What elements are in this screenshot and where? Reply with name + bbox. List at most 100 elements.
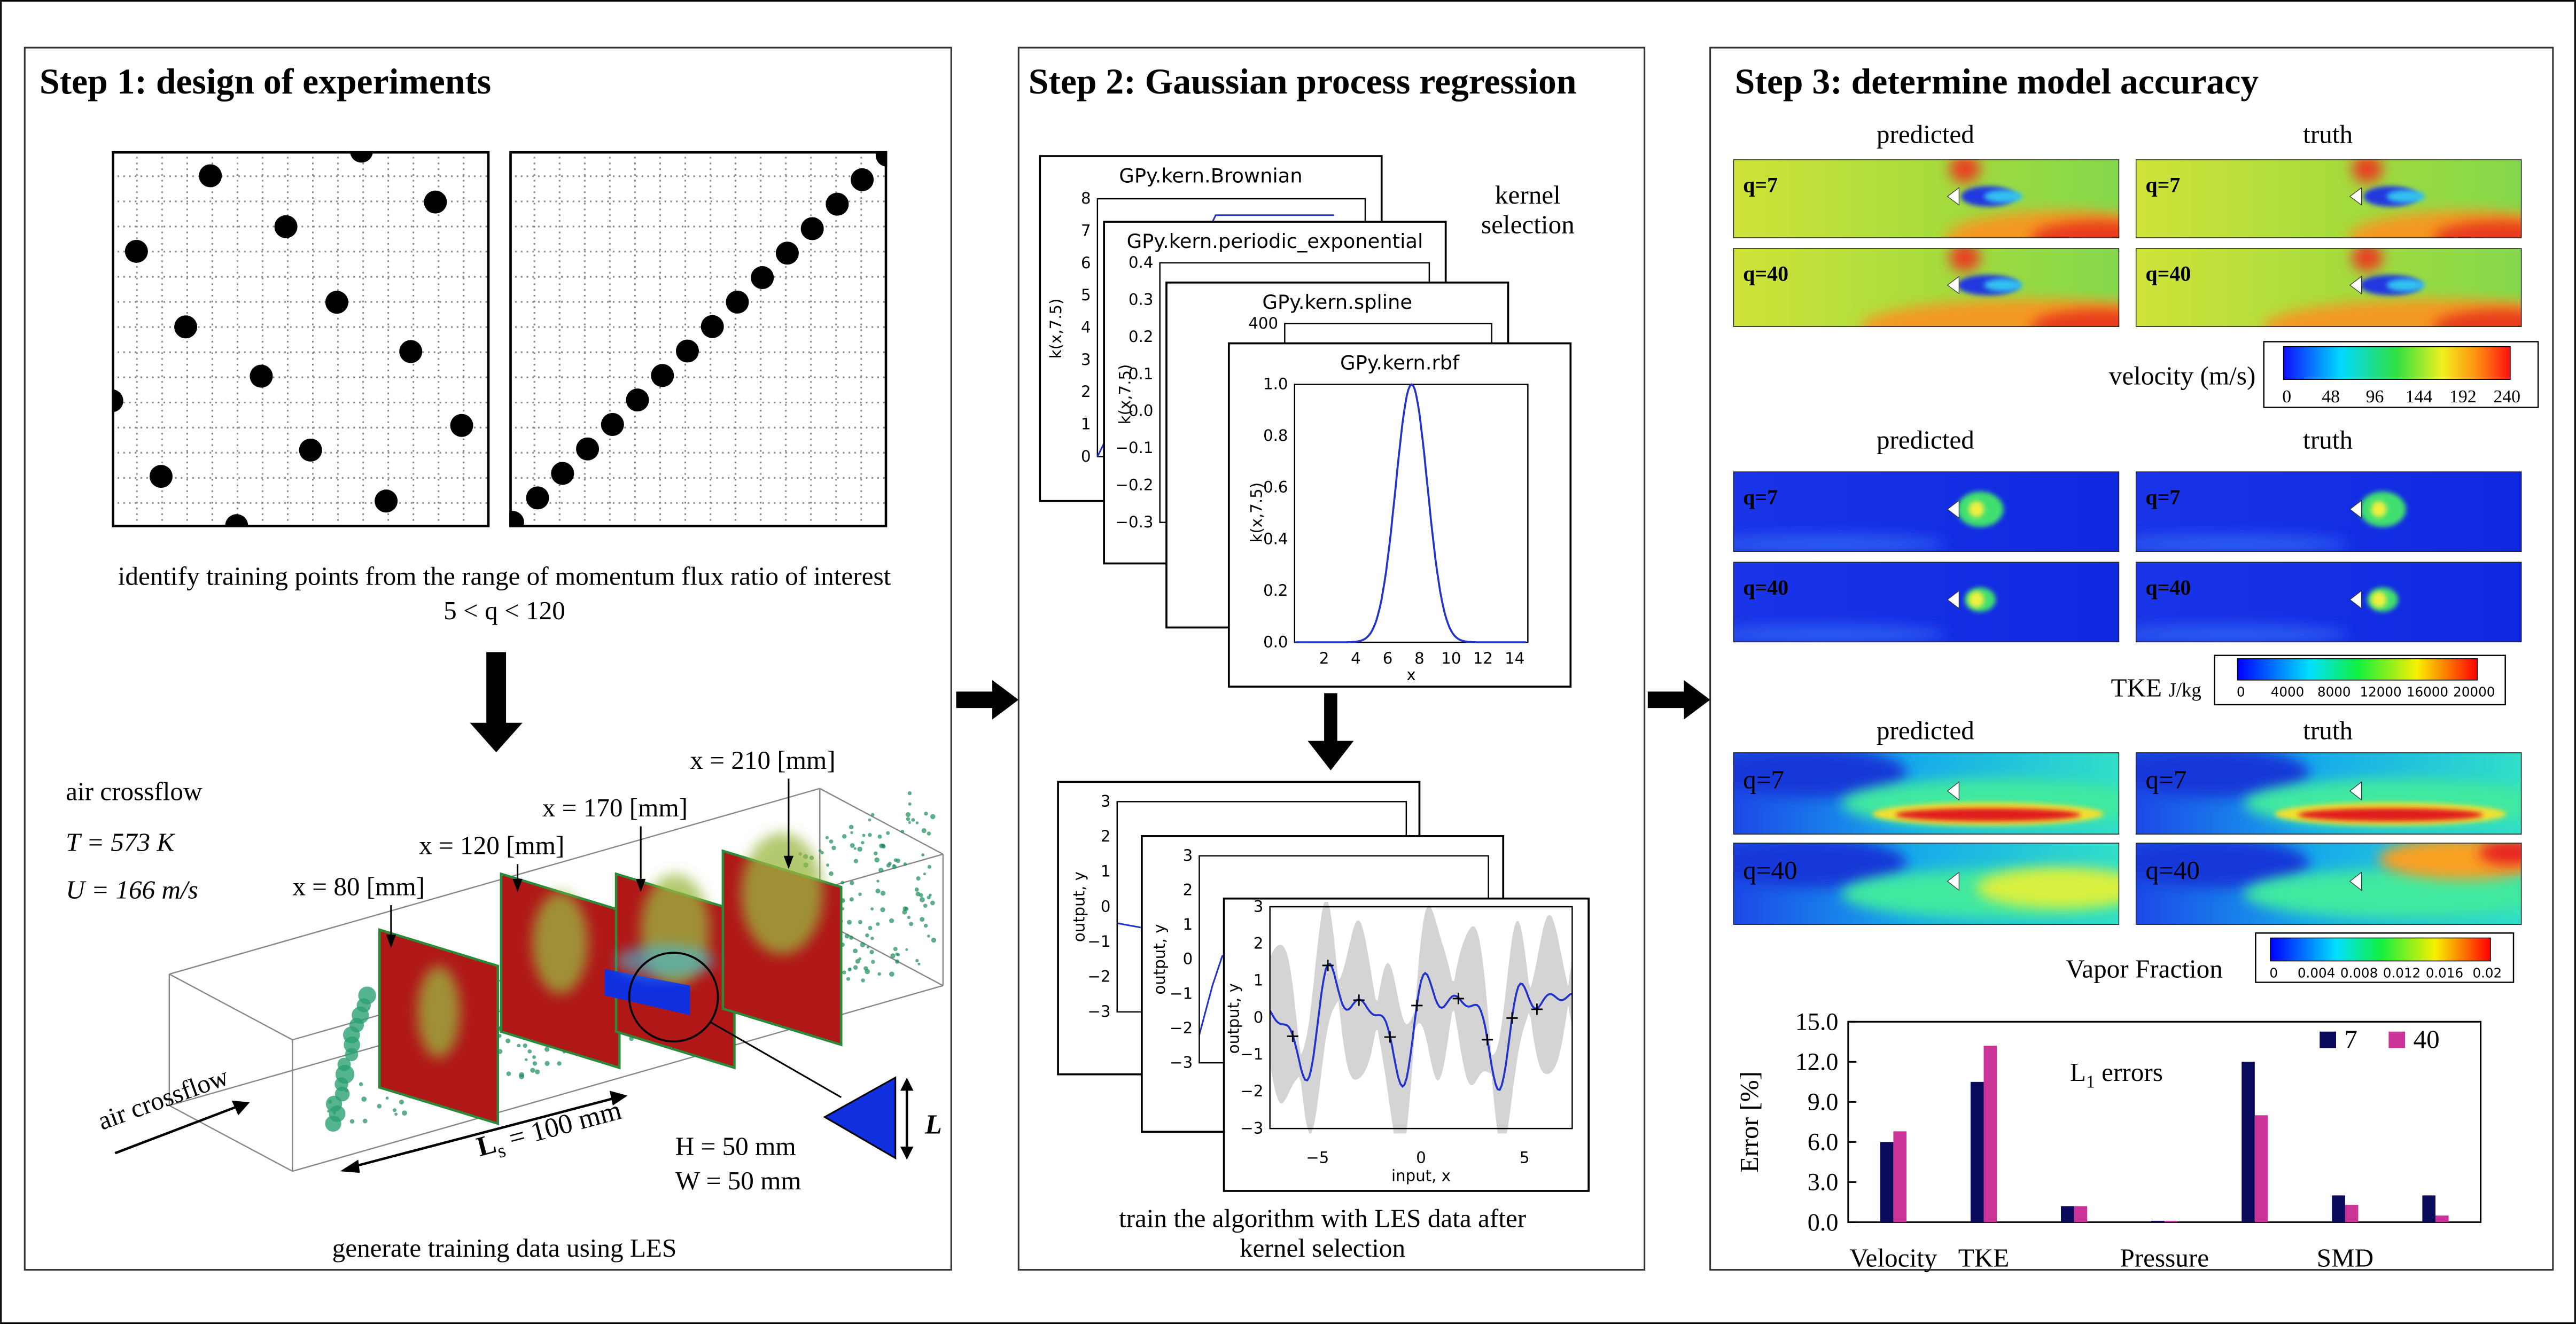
spray-droplet — [394, 1112, 398, 1116]
colorbar-tick-label: 48 — [2322, 387, 2340, 407]
spray-droplet — [906, 817, 910, 821]
caption: 5 < q < 120 — [443, 596, 565, 625]
arrow — [1308, 693, 1354, 770]
y-tick-label: 0.0 — [1808, 1209, 1839, 1236]
arrow — [956, 680, 1019, 720]
sample-point — [149, 465, 173, 488]
bar — [1970, 1081, 1984, 1222]
field-name: Vapor Fraction — [2066, 954, 2223, 983]
caption: identify training points from the range … — [118, 562, 891, 591]
flow-feature — [1949, 248, 1981, 272]
flow-feature — [1733, 624, 1945, 643]
spray-droplet — [517, 1043, 521, 1048]
injector — [823, 1076, 897, 1160]
spray-droplet — [532, 1061, 538, 1066]
column-header: predicted — [1877, 119, 1974, 149]
colorbar-tick-label: 144 — [2406, 387, 2433, 407]
y-tick-label: 4 — [1081, 318, 1091, 337]
injector — [2349, 276, 2362, 295]
sample-point — [274, 215, 298, 238]
annotation-subscript: 1 — [2086, 1072, 2095, 1092]
y-tick-label: 1 — [1081, 415, 1091, 433]
spray-droplet — [923, 873, 927, 876]
plane-spray — [532, 892, 588, 994]
bar — [2345, 1204, 2359, 1222]
colorbar-tick-label: 8000 — [2317, 684, 2351, 700]
spray-droplet — [930, 900, 935, 906]
plane-spray — [417, 965, 460, 1058]
spray-droplet — [842, 834, 847, 839]
sample-point — [701, 315, 724, 338]
spray-droplet — [850, 831, 853, 835]
colorbar-tick-label: 0.016 — [2426, 965, 2463, 980]
y-tick-label: 0.1 — [1129, 364, 1153, 383]
contour-map — [1733, 843, 2120, 925]
map-border — [1733, 843, 2120, 925]
training-point: + — [1505, 1007, 1520, 1028]
colorbar-tick-label: 0.012 — [2383, 965, 2421, 980]
training-point: + — [1451, 987, 1466, 1008]
y-tick-label: 2 — [1081, 383, 1091, 401]
x-tick-label: SMD — [2317, 1243, 2374, 1272]
annotation-symbol: L — [2070, 1057, 2086, 1087]
y-tick-label: 2 — [1101, 827, 1111, 845]
spray-droplet — [905, 948, 908, 951]
spray-droplet — [920, 897, 925, 902]
x-tick-label: 8 — [1414, 649, 1425, 667]
box-edge — [169, 1105, 293, 1172]
panel-title: Step 2: Gaussian process regression — [1029, 61, 1577, 102]
y-tick-label: −1 — [1087, 932, 1110, 951]
y-axis-label: k(x,7.5) — [1116, 364, 1134, 425]
chart-annotation: L1 errors — [2070, 1057, 2163, 1092]
footer: generate training data using LES — [332, 1233, 677, 1263]
spray-droplet — [846, 977, 851, 981]
injector — [2349, 500, 2362, 519]
spray-droplet — [857, 846, 862, 852]
bar — [1983, 1046, 1997, 1222]
spray-droplet — [853, 847, 857, 850]
colorbar — [2283, 346, 2511, 380]
sample-point — [250, 364, 273, 388]
spray-droplet — [905, 812, 911, 817]
gp-mean — [1270, 962, 1573, 1091]
case-label: q=40 — [1743, 575, 1788, 599]
spray-droplet — [915, 821, 919, 824]
y-tick-label: 400 — [1248, 314, 1278, 332]
spray-droplet — [869, 949, 874, 954]
y-tick-label: 0.0 — [1129, 402, 1153, 420]
spray-droplet — [868, 818, 871, 822]
case-label: q=7 — [1743, 765, 1784, 795]
note: kernel — [1495, 180, 1561, 209]
spray-droplet — [861, 978, 865, 983]
flow-feature — [2386, 278, 2425, 292]
contour-map — [2135, 159, 2522, 238]
bar — [2242, 1062, 2255, 1222]
injector — [1947, 590, 1959, 610]
sample-point — [199, 164, 222, 188]
y-axis-label: k(x,7.5) — [1247, 482, 1265, 543]
sample-point — [225, 514, 248, 527]
injector — [1947, 276, 1959, 295]
sample-point — [626, 388, 649, 412]
spray-droplet — [886, 863, 891, 868]
legend-swatch — [2320, 1031, 2336, 1048]
chart-axes — [1847, 1021, 2482, 1223]
training-point: + — [1382, 1026, 1397, 1047]
case-label: q=7 — [2145, 765, 2186, 795]
condition: T = 573 K — [66, 828, 175, 857]
colorbar — [2237, 658, 2478, 681]
arrow-head — [900, 1146, 914, 1160]
spray-droplet — [362, 1118, 368, 1124]
spray-droplet — [878, 867, 884, 873]
spray-droplet — [921, 828, 927, 834]
flow-arrow — [114, 1104, 240, 1155]
spray-droplet — [327, 1110, 330, 1113]
y-tick-label: 0 — [1081, 447, 1091, 465]
y-tick-label: 6 — [1081, 254, 1091, 272]
arrow-head — [231, 1100, 250, 1116]
colorbar-tick-label: 0 — [2237, 684, 2245, 700]
spray-droplet — [931, 937, 937, 943]
x-tick-label: 14 — [1505, 649, 1524, 667]
sample-point — [775, 242, 799, 265]
map-border — [2135, 843, 2522, 925]
